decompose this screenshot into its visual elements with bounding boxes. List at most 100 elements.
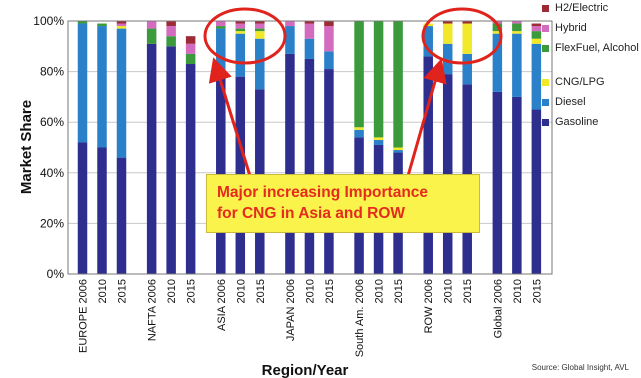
bar-segment [531, 38, 542, 44]
bar-segment [492, 91, 503, 274]
bar-segment [185, 36, 196, 44]
bar-segment [462, 53, 472, 85]
highlight-ellipse-asia [203, 7, 287, 65]
bar-segment [255, 23, 265, 29]
bar-segment [235, 31, 246, 34]
bar-segment [442, 23, 453, 44]
bar-segment [185, 53, 196, 65]
bar-segment [77, 142, 88, 274]
x-tick-label: 2010 [374, 279, 386, 303]
bar-segment [373, 137, 384, 140]
legend: H2/Electric Hybrid FlexFuel, Alcohol CNG… [538, 2, 640, 136]
legend-item-h2-electric: H2/Electric [538, 2, 640, 22]
x-tick-label: 2010 [443, 279, 455, 303]
bar-segment [255, 21, 265, 24]
bar-segment [285, 21, 295, 27]
bar-segment [512, 96, 522, 275]
bar-segment [423, 56, 433, 274]
x-tick-label: 2010 [304, 279, 316, 303]
x-tick-label: 2015 [462, 279, 474, 303]
bar-segment [146, 43, 157, 274]
bar-segment [185, 43, 196, 54]
x-tick-label: JAPAN 2006 [285, 279, 297, 341]
bar-segment [324, 69, 334, 274]
bar-segment [373, 21, 384, 138]
bar-segment [166, 36, 176, 47]
bar-segment [512, 31, 522, 34]
x-tick-label: 2010 [512, 279, 524, 303]
x-tick-label: ASIA 2006 [216, 279, 228, 331]
x-tick-label: EUROPE 2006 [78, 279, 90, 353]
bar-segment [97, 26, 107, 148]
bar-segment [216, 71, 226, 274]
bar-segment [216, 26, 226, 29]
bar-segment [324, 21, 334, 27]
bar-segment [166, 46, 176, 274]
bar-segment [324, 51, 334, 70]
legend-label: Gasoline [555, 116, 599, 128]
annotations [203, 7, 503, 177]
legend-swatch [542, 45, 549, 52]
bar-segment [235, 23, 246, 29]
legend-item-cng-lpg: CNG/LPG [538, 76, 640, 96]
bar-segment [531, 23, 542, 27]
bar-segment [492, 33, 503, 92]
y-axis-label: Market Share [18, 100, 35, 194]
bar-segment [304, 38, 315, 59]
bar-segment [512, 21, 522, 24]
x-tick-label: 2015 [324, 279, 336, 303]
bar-segment [77, 21, 88, 24]
bar-segment [166, 21, 176, 27]
plot-frame [67, 20, 553, 275]
bar-segment [116, 23, 127, 27]
bar-segment [116, 21, 127, 24]
bar-segment [97, 147, 107, 274]
legend-swatch [542, 5, 549, 12]
x-tick-labels: EUROPE 2006 2010 2015 NAFTA 2006 2010 2015 ASI… [78, 279, 544, 357]
x-tick-label: 2015 [393, 279, 405, 303]
y-tick-label: 40% [40, 166, 64, 180]
bar-segment [285, 26, 295, 54]
bar-segment [304, 58, 315, 275]
bar-segment [216, 28, 226, 72]
bar-segment [116, 26, 127, 29]
legend-item-hybrid: Hybrid [538, 22, 640, 42]
legend-swatch [542, 119, 549, 126]
bar-segment [255, 38, 265, 90]
bar-segment [116, 28, 127, 158]
x-tick-label: 2015 [255, 279, 267, 303]
bar-segment [235, 33, 246, 77]
bar-segment [354, 127, 364, 130]
bar-segment [393, 150, 403, 153]
highlight-ellipse-row [421, 7, 503, 65]
bar-segment [373, 139, 384, 145]
x-tick-label: South Am. 2006 [354, 279, 366, 357]
bar-segment [304, 23, 315, 39]
legend-label: FlexFuel, Alcohol [555, 42, 639, 54]
bar-segment [531, 31, 542, 39]
bar-segment [235, 21, 246, 24]
callout-line-1: Major increasing Importance [217, 184, 429, 201]
y-tick-label: 0% [47, 267, 65, 281]
bar-segment [462, 23, 472, 54]
bar-segment [285, 53, 295, 274]
callout-box: Major increasing Importance for CNG in A… [206, 174, 480, 233]
bar-segment [531, 43, 542, 110]
bar-segment [442, 21, 453, 24]
bar-segment [354, 129, 364, 138]
bar-segment [531, 109, 542, 274]
y-tick-labels: 0% 20% 40% 60% 80% 100% [33, 14, 64, 281]
x-tick-label: ROW 2006 [423, 279, 435, 333]
legend-item-flexfuel: FlexFuel, Alcohol [538, 42, 640, 76]
bar-segment [462, 21, 472, 24]
bar-segment [146, 21, 157, 29]
bar-segment [146, 28, 157, 44]
bar-segment [393, 21, 403, 148]
bar-segment [442, 43, 453, 75]
bar-segment [116, 157, 127, 274]
y-tick-label: 80% [40, 65, 64, 79]
bar-segment [235, 28, 246, 32]
bar-segment [166, 26, 176, 37]
x-tick-label: NAFTA 2006 [147, 279, 159, 341]
arrow-to-row [406, 58, 447, 177]
